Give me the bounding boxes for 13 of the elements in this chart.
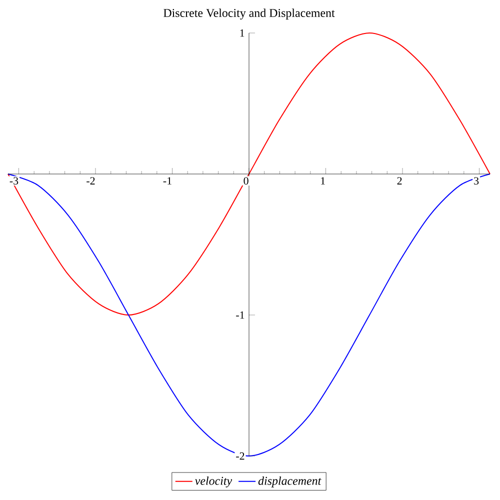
x-tick-label: -1: [163, 177, 172, 184]
x-tick-label: -3: [10, 177, 18, 185]
x-tick-label: -2: [86, 177, 95, 184]
legend-label: velocity: [195, 476, 232, 488]
legend-label: displacement: [258, 476, 322, 488]
x-tick-label: 0: [244, 177, 248, 185]
y-tick-label: -1: [236, 311, 244, 319]
chart-title: Discrete Velocity and Displacement: [164, 8, 335, 20]
x-tick-label: 2: [397, 177, 402, 184]
x-tick-label: 1: [321, 177, 325, 184]
y-tick-label: 1: [240, 29, 244, 37]
x-tick-label: 3: [474, 177, 479, 185]
y-tick-label: -2: [236, 452, 244, 460]
